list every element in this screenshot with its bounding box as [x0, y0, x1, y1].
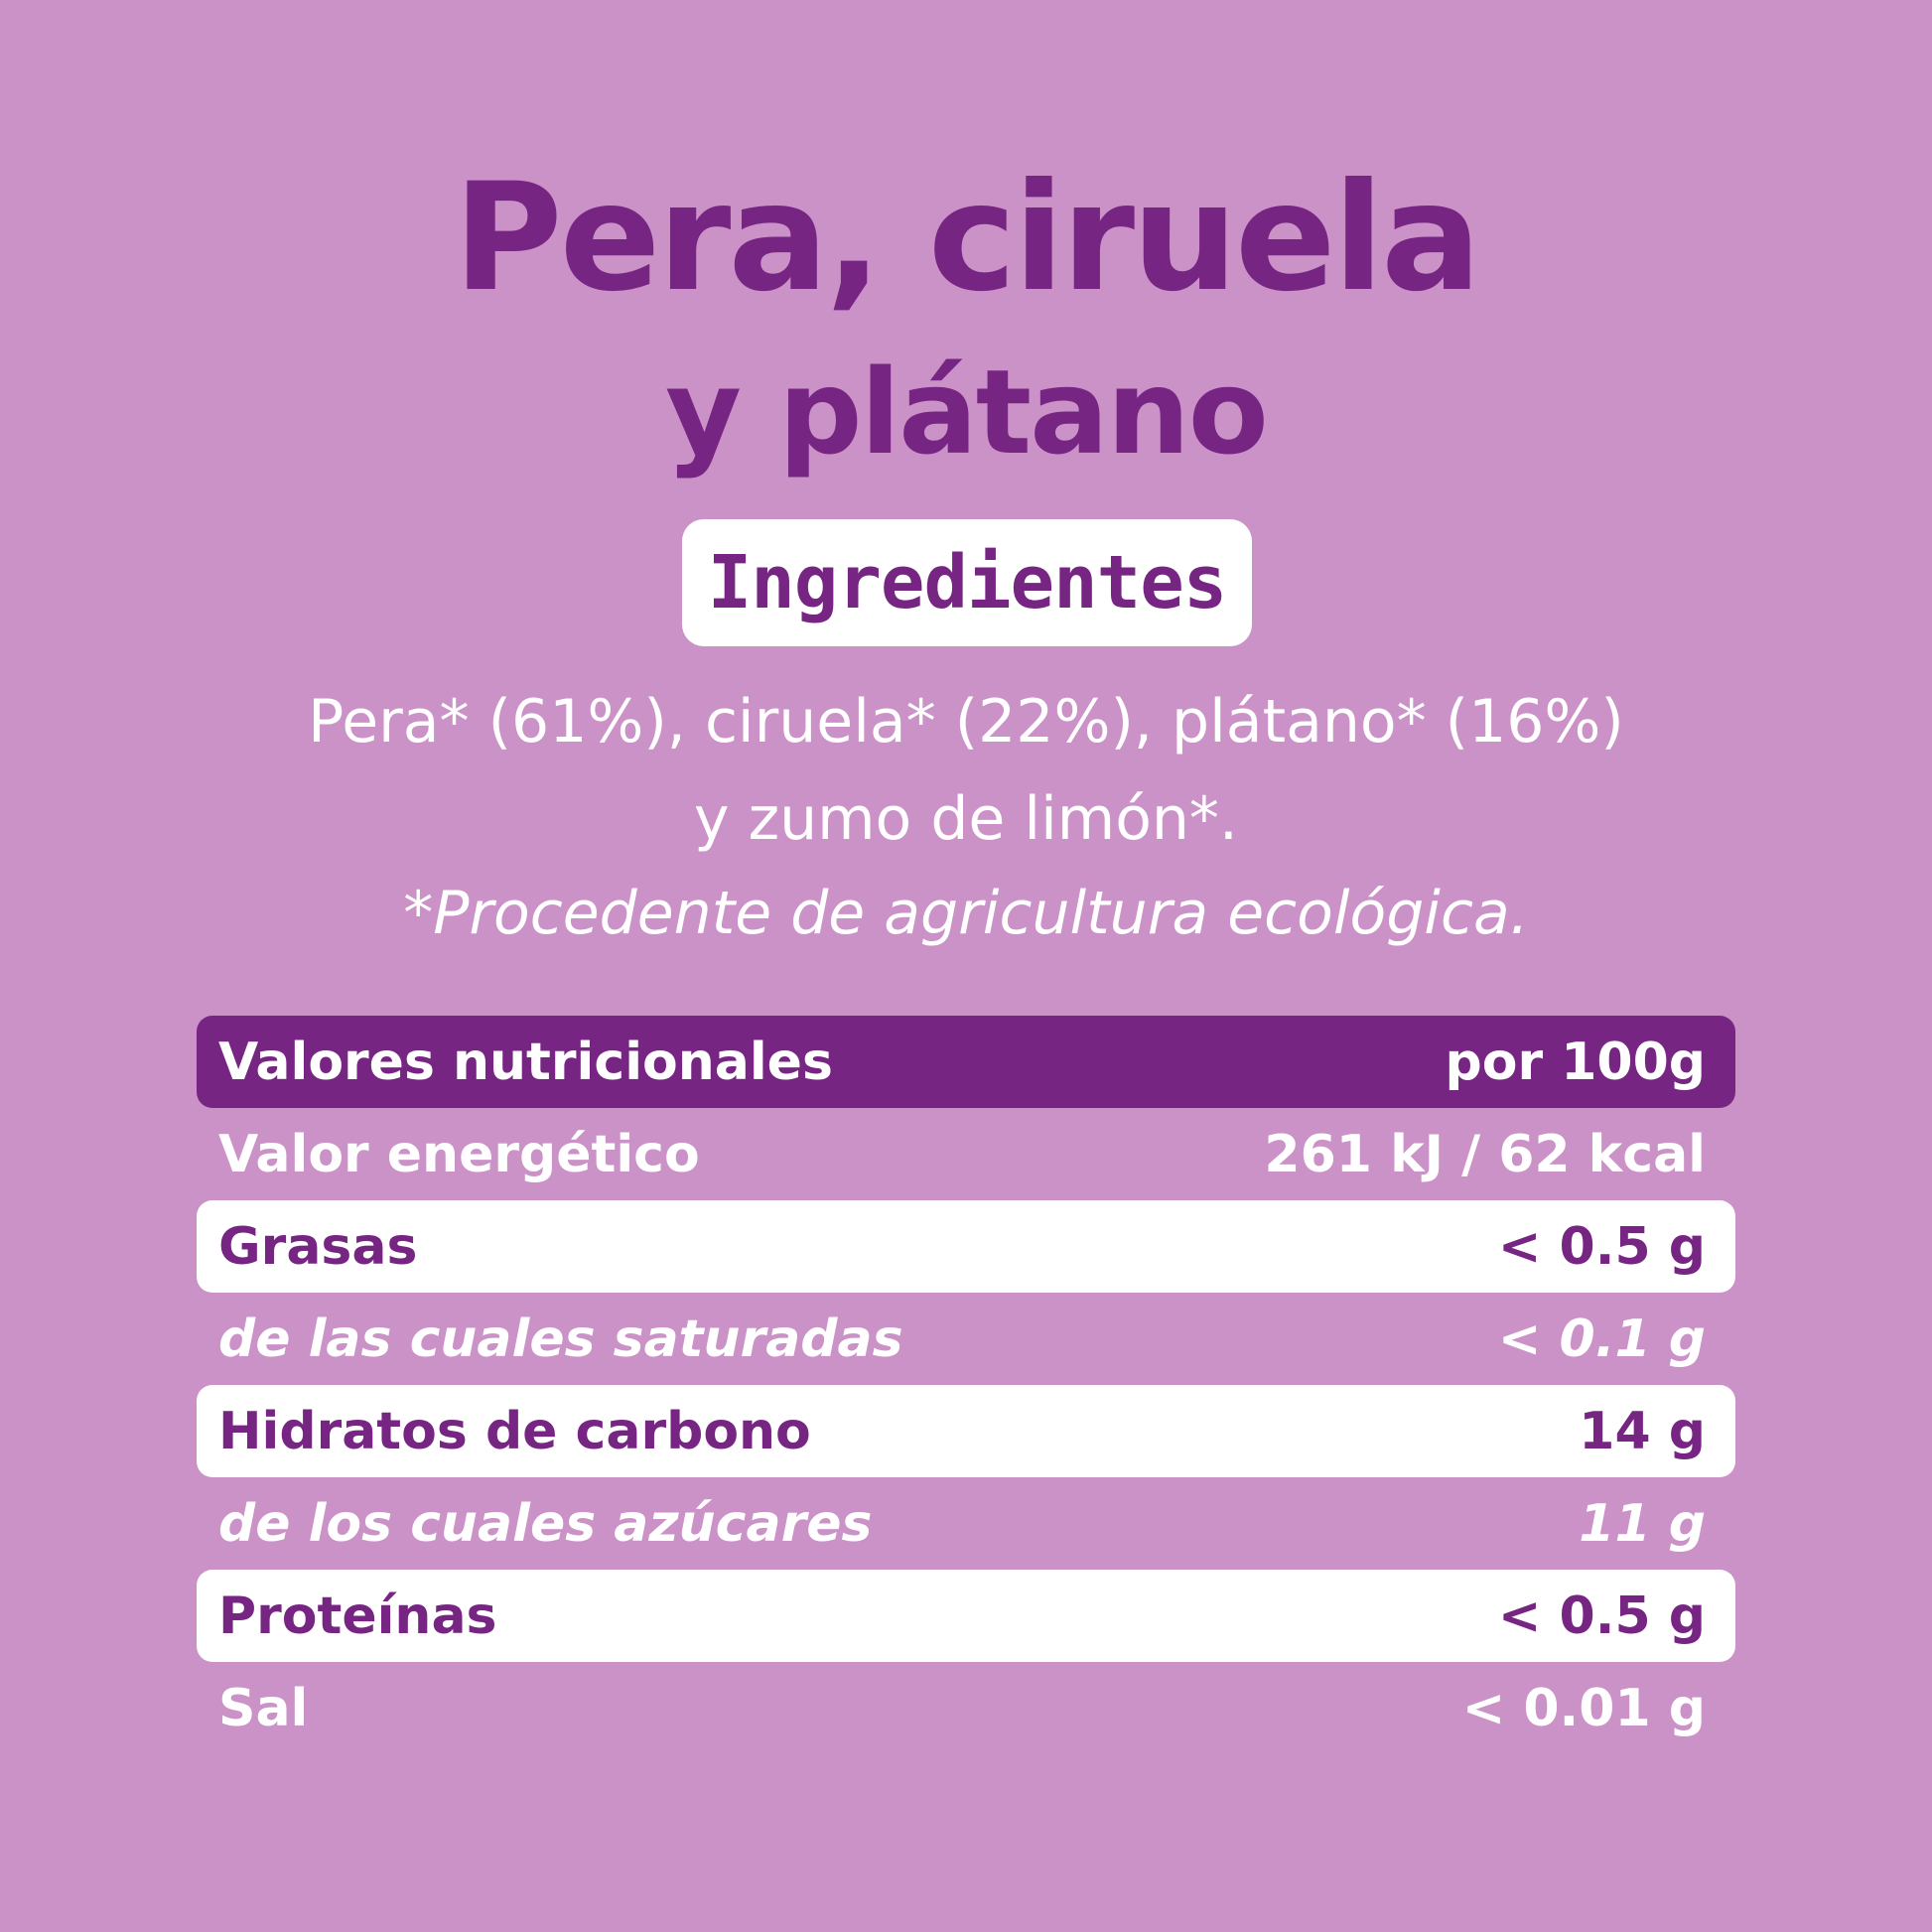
nutrition-row-saturated: de las cuales saturadas < 0.1 g [197, 1293, 1735, 1385]
nutrition-row-salt: Sal < 0.01 g [197, 1662, 1735, 1754]
nutrition-row-sugars: de los cuales azúcares 11 g [197, 1477, 1735, 1570]
nutrition-label: Sal [218, 1678, 309, 1738]
nutrition-table: Valores nutricionales por 100g Valor ene… [197, 1016, 1735, 1754]
nutrition-header-row: Valores nutricionales por 100g [197, 1016, 1735, 1108]
nutrition-value: 11 g [1579, 1493, 1706, 1554]
nutrition-row-energy: Valor energético 261 kJ / 62 kcal [197, 1108, 1735, 1200]
nutrition-value: < 0.01 g [1461, 1678, 1706, 1738]
nutrition-label: Proteínas [218, 1586, 497, 1646]
nutrition-label: de las cuales saturadas [218, 1309, 903, 1369]
product-title-line-2: y plátano [665, 344, 1269, 481]
nutrition-label: Valor energético [218, 1124, 700, 1184]
nutrition-value: 14 g [1579, 1401, 1706, 1461]
nutrition-header-value: por 100g [1445, 1032, 1706, 1092]
ingredients-heading: Ingredientes [707, 540, 1228, 625]
nutrition-label: Hidratos de carbono [218, 1401, 811, 1461]
nutrition-row-fat: Grasas < 0.5 g [197, 1200, 1735, 1293]
nutrition-label: Grasas [218, 1216, 418, 1277]
nutrition-value: < 0.1 g [1497, 1309, 1706, 1369]
ingredients-text-line-1: Pera* (61%), ciruela* (22%), plátano* (1… [308, 687, 1624, 757]
nutrition-row-protein: Proteínas < 0.5 g [197, 1570, 1735, 1662]
organic-note: *Procedente de agricultura ecológica. [403, 879, 1529, 948]
ingredients-text-line-2: y zumo de limón*. [694, 784, 1238, 854]
nutrition-row-carbs: Hidratos de carbono 14 g [197, 1385, 1735, 1477]
nutrition-header-label: Valores nutricionales [218, 1032, 833, 1092]
nutrition-value: 261 kJ / 62 kcal [1264, 1124, 1706, 1184]
nutrition-label: de los cuales azúcares [218, 1493, 873, 1554]
nutrition-value: < 0.5 g [1497, 1216, 1706, 1277]
nutrition-value: < 0.5 g [1497, 1586, 1706, 1646]
ingredients-badge: Ingredientes [682, 519, 1252, 646]
product-title-line-1: Pera, ciruela [453, 152, 1482, 325]
